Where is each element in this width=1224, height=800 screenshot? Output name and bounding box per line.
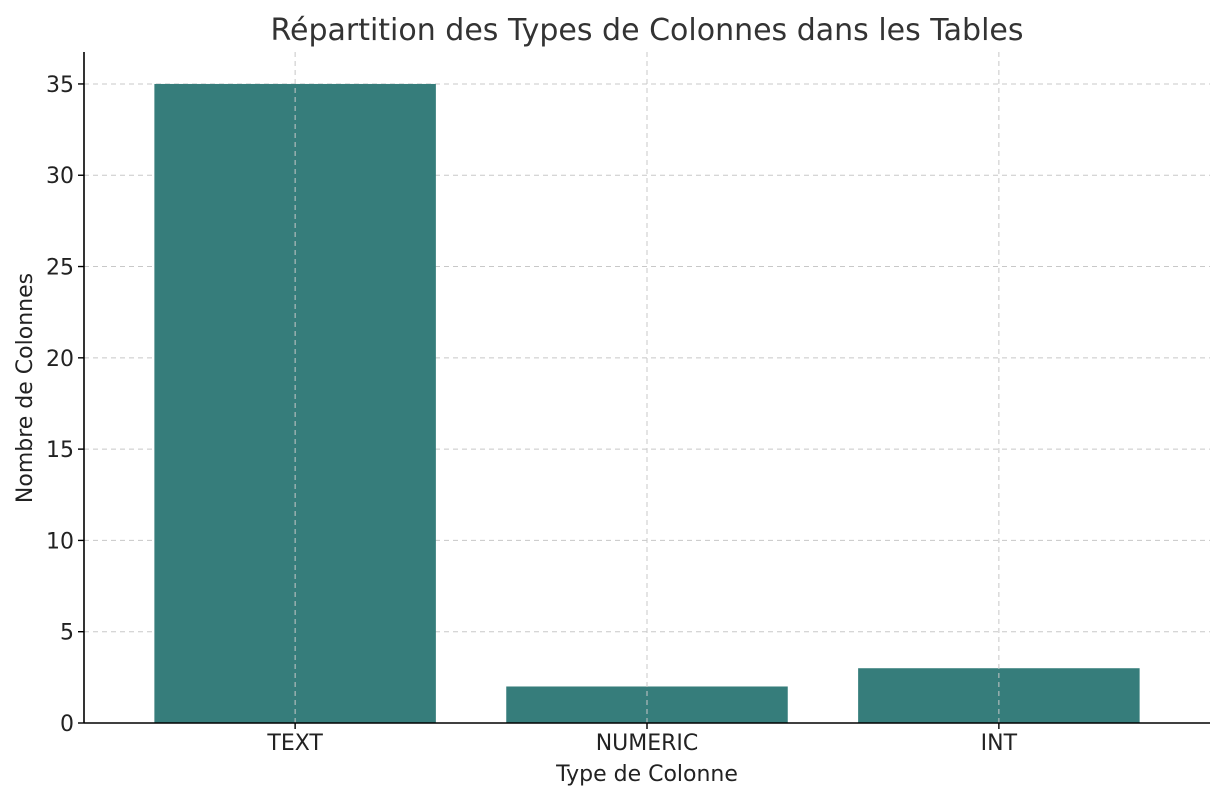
x-axis-ticks: TEXT NUMERIC INT	[266, 723, 1018, 756]
y-tick-label: 25	[46, 256, 74, 281]
y-tick-label: 5	[60, 621, 74, 646]
x-tick-label: NUMERIC	[596, 731, 699, 756]
y-tick-label: 30	[46, 164, 74, 189]
y-tick-label: 15	[46, 438, 74, 463]
chart-title: Répartition des Types de Colonnes dans l…	[270, 13, 1023, 48]
y-axis-ticks: 0 5 10 15 20 25 30 35	[46, 73, 84, 737]
y-tick-label: 0	[60, 712, 74, 737]
y-tick-label: 10	[46, 529, 74, 554]
y-tick-label: 35	[46, 73, 74, 98]
bars	[154, 52, 1140, 723]
x-tick-label: INT	[981, 731, 1018, 756]
y-axis-label: Nombre de Colonnes	[13, 273, 38, 503]
y-tick-label: 20	[46, 347, 74, 372]
x-tick-label: TEXT	[266, 731, 323, 756]
x-axis-label: Type de Colonne	[555, 762, 738, 787]
